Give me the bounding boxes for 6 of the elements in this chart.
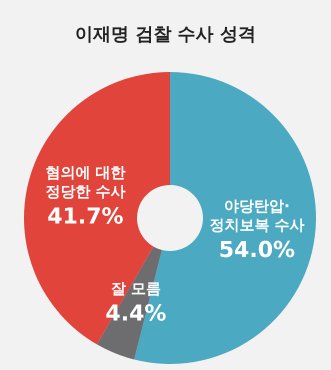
- donut-slice: [24, 72, 170, 344]
- slice-label: 혐의에 대한 정당한 수사: [45, 163, 126, 200]
- chart-title: 이재명 검찰 수사 성격: [74, 23, 257, 46]
- data-label: 54.0%: [218, 238, 296, 263]
- data-label: 41.7%: [47, 204, 124, 230]
- slice-label: 야당탄압· 정치보복 수사: [209, 196, 305, 234]
